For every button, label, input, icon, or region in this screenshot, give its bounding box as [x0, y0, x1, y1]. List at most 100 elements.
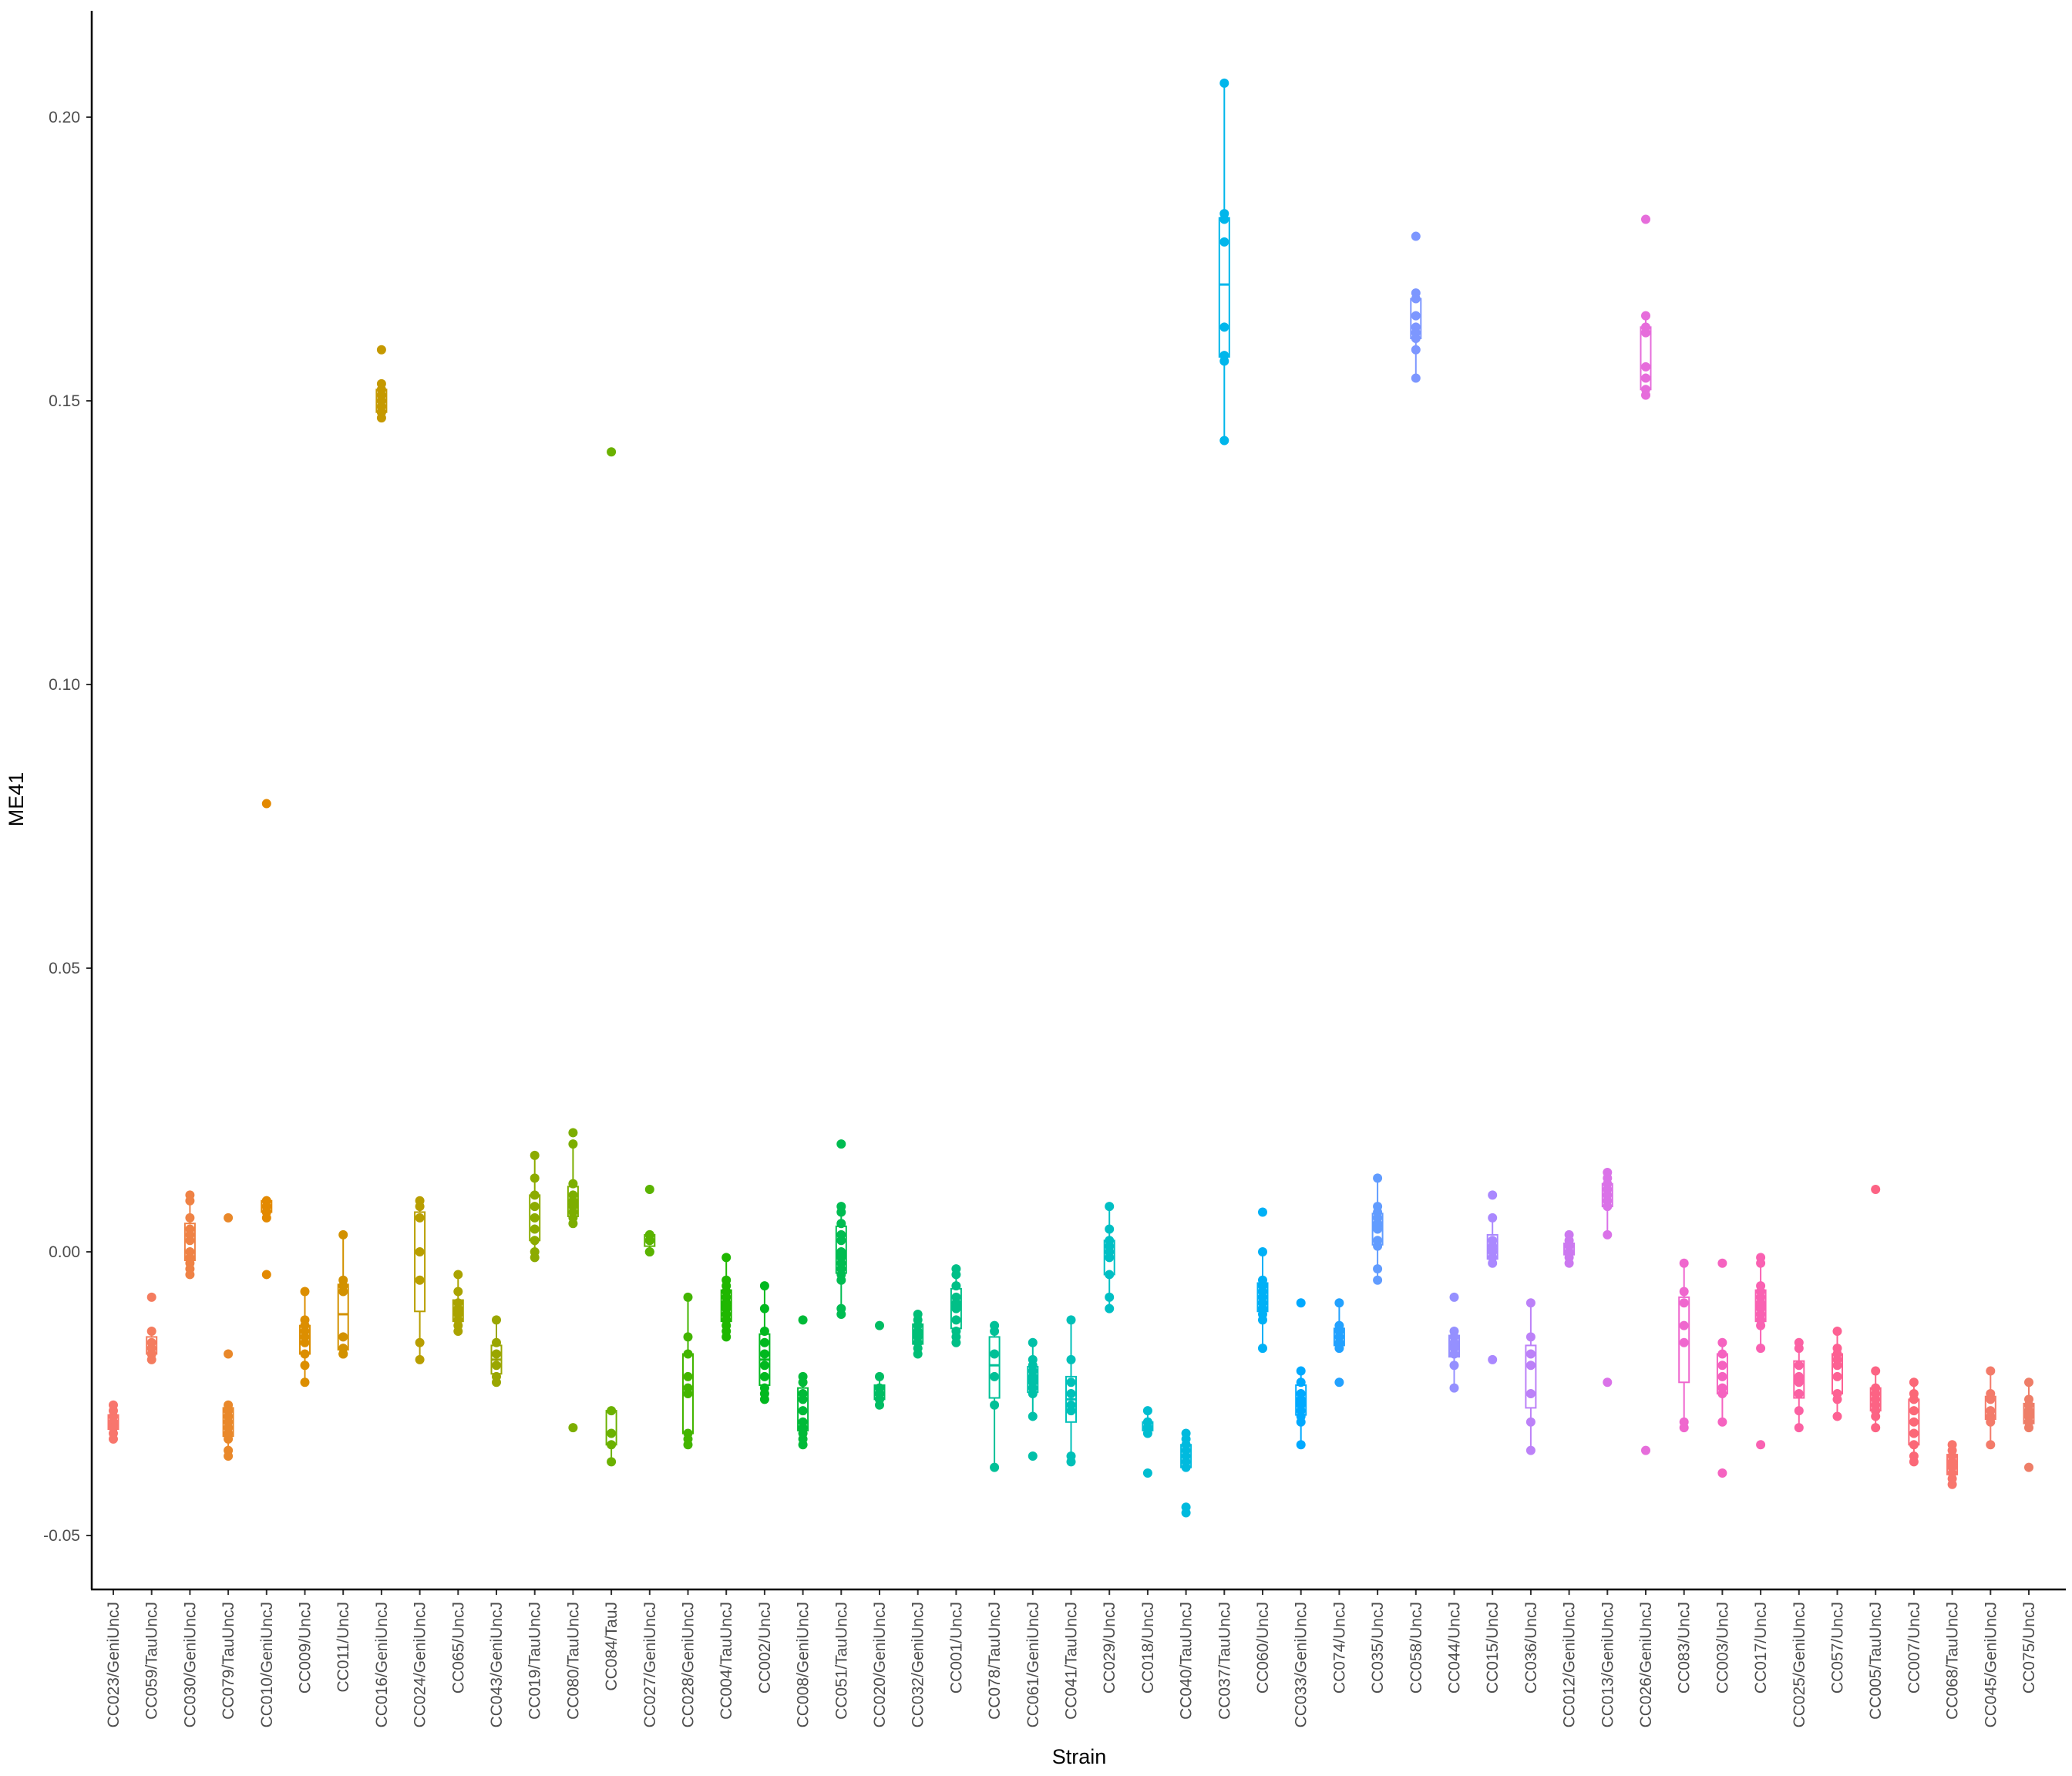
- x-tick-label: CC028/GeniUncJ: [680, 1602, 698, 1727]
- data-point: [1832, 1371, 1842, 1381]
- data-point: [376, 413, 386, 423]
- x-tick-label: CC005/TauUncJ: [1867, 1602, 1885, 1720]
- x-tick-label: CC003/UncJ: [1714, 1602, 1731, 1694]
- data-point: [990, 1349, 1000, 1359]
- data-point: [722, 1253, 732, 1263]
- data-point: [261, 1213, 271, 1223]
- x-tick-label: CC011/UncJ: [335, 1602, 352, 1693]
- x-tick-label: CC043/GeniUncJ: [488, 1602, 506, 1727]
- data-point: [836, 1219, 846, 1229]
- data-point: [261, 1270, 271, 1280]
- data-point: [607, 1428, 617, 1438]
- data-point: [1449, 1349, 1459, 1359]
- data-point: [1603, 1229, 1613, 1240]
- data-point: [1296, 1366, 1306, 1376]
- data-point: [1525, 1389, 1536, 1398]
- box-group: [1295, 1298, 1307, 1450]
- data-point: [1641, 373, 1650, 383]
- data-point: [990, 1327, 1000, 1337]
- data-point: [759, 1371, 769, 1381]
- data-point: [683, 1349, 693, 1359]
- data-point: [1909, 1417, 1919, 1427]
- x-tick-label: CC012/GeniUncJ: [1561, 1602, 1579, 1727]
- data-point: [1028, 1451, 1038, 1461]
- data-point: [1373, 1224, 1383, 1234]
- box-group: [682, 1292, 694, 1450]
- data-point: [453, 1287, 463, 1297]
- x-tick-label: CC001/UncJ: [947, 1602, 965, 1694]
- data-point: [1525, 1445, 1536, 1455]
- data-point: [1717, 1258, 1727, 1268]
- data-point: [338, 1229, 348, 1240]
- data-point: [759, 1349, 769, 1359]
- data-point: [836, 1139, 846, 1149]
- data-point: [338, 1287, 348, 1297]
- x-tick-label: CC032/GeniUncJ: [910, 1602, 927, 1727]
- data-point: [1296, 1417, 1306, 1427]
- data-point: [376, 345, 386, 355]
- data-point: [1219, 214, 1229, 224]
- box-group: [337, 1229, 349, 1359]
- data-point: [1181, 1462, 1191, 1472]
- x-tick-label: CC008/GeniUncJ: [795, 1602, 812, 1727]
- box: [414, 1211, 426, 1313]
- data-point: [798, 1377, 808, 1388]
- data-point: [759, 1327, 769, 1337]
- data-point: [1679, 1320, 1689, 1330]
- data-point: [1105, 1253, 1115, 1263]
- data-point: [1373, 1173, 1383, 1183]
- data-point: [415, 1202, 425, 1212]
- data-point: [1373, 1264, 1383, 1274]
- data-point: [2024, 1462, 2033, 1472]
- box-group: [1180, 1428, 1192, 1518]
- data-point: [759, 1337, 769, 1347]
- data-point: [1909, 1457, 1919, 1467]
- data-point: [1641, 1445, 1650, 1455]
- x-tick-label: CC015/UncJ: [1484, 1602, 1502, 1694]
- data-point: [1066, 1406, 1076, 1416]
- data-point: [1105, 1303, 1115, 1314]
- data-point: [415, 1337, 425, 1347]
- x-tick-label: CC025/GeniUncJ: [1791, 1602, 1808, 1727]
- data-point: [1603, 1202, 1613, 1212]
- data-point: [492, 1349, 501, 1359]
- box-group: [1027, 1337, 1039, 1461]
- data-point: [759, 1303, 769, 1314]
- box-group: [1525, 1298, 1537, 1455]
- data-point: [1411, 345, 1421, 355]
- x-tick-label: CC060/UncJ: [1254, 1602, 1272, 1694]
- data-point: [1066, 1457, 1076, 1467]
- box-group: [1984, 1366, 1996, 1450]
- data-point: [492, 1337, 501, 1347]
- data-point: [1411, 294, 1421, 304]
- data-point: [453, 1327, 463, 1337]
- data-point: [1411, 373, 1421, 383]
- data-point: [1871, 1366, 1881, 1376]
- data-point: [644, 1185, 654, 1195]
- box-group: [1869, 1185, 1882, 1433]
- data-point: [1219, 78, 1229, 88]
- data-point: [1525, 1361, 1536, 1371]
- data-point: [1717, 1417, 1727, 1427]
- x-tick-label: CC045/GeniUncJ: [1982, 1602, 2000, 1727]
- data-point: [1334, 1298, 1344, 1308]
- data-point: [1142, 1406, 1152, 1416]
- x-tick-label: CC041/TauUncJ: [1063, 1602, 1081, 1720]
- box-group: [2023, 1377, 2035, 1472]
- data-point: [1219, 322, 1229, 332]
- x-tick-label: CC035/UncJ: [1369, 1602, 1387, 1694]
- x-tick-label: CC024/GeniUncJ: [412, 1602, 429, 1727]
- data-point: [1641, 362, 1650, 372]
- data-point: [1794, 1423, 1804, 1433]
- x-tick-label: CC026/GeniUncJ: [1637, 1602, 1655, 1727]
- box-group: [567, 1128, 579, 1433]
- data-point: [2024, 1423, 2033, 1433]
- box-group: [1142, 1406, 1154, 1478]
- x-axis-ticks: CC023/GeniUncJ CC059/TauUncJ CC030/GeniUnc…: [105, 1589, 2038, 1727]
- data-point: [1909, 1377, 1919, 1388]
- data-point: [913, 1349, 923, 1359]
- x-tick-label: CC059/TauUncJ: [143, 1602, 161, 1720]
- data-point: [1105, 1292, 1115, 1302]
- x-tick-label: CC044/UncJ: [1446, 1602, 1464, 1694]
- data-point: [530, 1190, 540, 1200]
